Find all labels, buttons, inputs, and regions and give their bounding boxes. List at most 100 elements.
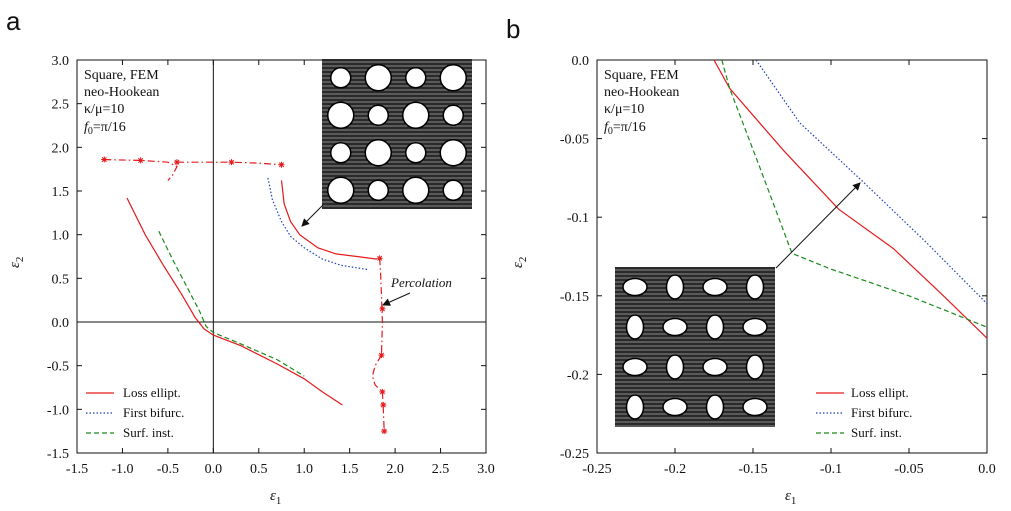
panel-a-ytick-label: 0.5	[52, 272, 70, 287]
panel-a-series-2-line	[158, 230, 305, 377]
panel-b-inset-image	[615, 267, 775, 427]
panel-a-ticks: -1.5 -1.0 -0.5 0.0 0.5 1.0 1.5 2.0 2.5 3.0 -1.5 -1.…	[47, 54, 495, 477]
panel-b-inset-arrow	[775, 182, 861, 269]
panel-b-xlabel: ε1	[785, 488, 796, 507]
panel-b-ticks: -0.25 -0.2 -0.15 -0.1 -0.05 0.0 -0.25 -0.2 -0.15…	[560, 54, 996, 477]
panel-b-series-2-line	[721, 60, 987, 328]
panel-b-xtick-label: -0.1	[820, 462, 842, 477]
inset-pore	[745, 354, 765, 380]
panel-a-star-marker	[376, 255, 383, 262]
panel-a-star-marker	[381, 428, 388, 435]
inset-pore	[330, 67, 352, 89]
panel-a-ytick-label: 1.0	[52, 229, 70, 244]
inset-pore	[442, 179, 464, 201]
panel-a-xtick-label: 1.0	[295, 462, 313, 477]
panel-a-xtick-label: 0.0	[205, 462, 223, 477]
panel-b-info-line-2: neo-Hookean	[604, 85, 679, 100]
panel-a-xtick-label: 0.5	[250, 462, 268, 477]
inset-pore	[705, 314, 725, 340]
inset-pore	[327, 176, 355, 204]
legend-a-surf-inst: Surf. inst.	[123, 425, 174, 440]
inset-pore	[625, 394, 645, 420]
panel-a-series-3-line	[379, 258, 384, 356]
panel-a-ytick-label: 2.0	[52, 141, 70, 156]
panel-b-info-line-3: κ/μ=10	[604, 102, 644, 117]
inset-pore	[625, 314, 645, 340]
panel-a-legend: Loss ellipt. First bifurc. Surf. inst.	[86, 385, 184, 440]
legend-b-surf-inst: Surf. inst.	[851, 425, 902, 440]
inset-pore	[439, 139, 467, 167]
panel-b-xtick-label: 0.0	[978, 462, 996, 477]
inset-pore	[327, 101, 355, 129]
panel-a-xtick-label: -1.0	[111, 462, 133, 477]
panel-b-legend: Loss ellipt. First bifurc. Surf. inst.	[816, 385, 912, 440]
panel-b-ytick-label: -0.25	[560, 447, 589, 462]
legend-a-first-bifurc: First bifurc.	[123, 405, 184, 420]
panel-a-star-marker	[137, 157, 144, 164]
inset-pore	[367, 179, 389, 201]
inset-pore	[402, 176, 430, 204]
inset-pore	[367, 104, 389, 126]
legend-b-loss-ellipt: Loss ellipt.	[851, 385, 909, 400]
inset-pore	[622, 357, 648, 377]
percolation-arrow	[382, 292, 411, 306]
panel-a-info-line-3: κ/μ=10	[84, 102, 124, 117]
panel-a-inset-arrow	[301, 204, 324, 227]
panel-b-frame	[596, 59, 988, 454]
panel-a-xtick-label: 1.5	[341, 462, 359, 477]
panel-a-xtick-label: -1.5	[66, 462, 88, 477]
inset-pore	[405, 67, 427, 89]
inset-pore	[705, 394, 725, 420]
panel-b-ytick-label: -0.1	[567, 211, 589, 226]
panel-a-star-marker	[380, 401, 387, 408]
panel-a-info-line-1: Square, FEM	[84, 68, 159, 83]
inset-pore	[742, 397, 768, 417]
panel-b-series-1-line	[755, 60, 987, 305]
inset-pore	[364, 64, 392, 92]
panel-a-info-line-2: neo-Hookean	[84, 85, 159, 100]
panel-a-inset-image	[322, 59, 472, 209]
panel-a-series-3-line	[381, 391, 385, 432]
inset-pore	[702, 357, 728, 377]
panel-a-star-marker	[228, 159, 235, 166]
inset-pore	[662, 317, 688, 337]
inset-pore	[442, 104, 464, 126]
percolation-annotation: Percolation	[390, 275, 452, 290]
panel-a-ytick-label: 3.0	[52, 54, 70, 69]
panel-a-series-0-line	[126, 197, 343, 406]
panel-b-ylabel: ε2	[510, 257, 529, 268]
panel-a-xtick-label: 3.0	[477, 462, 495, 477]
panel-a-ytick-label: -1.0	[47, 403, 69, 418]
panel-letter-a: a	[6, 6, 21, 36]
panel-b-series	[713, 60, 987, 339]
inset-pore	[702, 277, 728, 297]
legend-a-loss-ellipt: Loss ellipt.	[123, 385, 181, 400]
panel-b-xtick-label: -0.25	[582, 462, 611, 477]
panel-a-star-marker	[278, 161, 285, 168]
panel-b-info-line-4: f0=π/16	[604, 120, 646, 137]
panel-b-xtick-label: -0.05	[894, 462, 923, 477]
panel-a-series-3-line	[104, 159, 178, 181]
inset-pore	[364, 139, 392, 167]
panel-a-xtick-label: -0.5	[157, 462, 179, 477]
panel-a-star-marker	[101, 156, 108, 163]
inset-pore	[742, 317, 768, 337]
panel-a-frame	[76, 59, 487, 454]
panel-a-ytick-label: 0.0	[52, 316, 70, 331]
panel-b-series-0-line	[713, 60, 987, 339]
panel-a-star-marker	[173, 159, 180, 166]
panel-a-series-0-line	[280, 180, 377, 260]
panel-b-ytick-label: 0.0	[572, 54, 590, 69]
panel-a-star-marker	[379, 305, 386, 312]
panel-a-ytick-label: -0.5	[47, 360, 69, 375]
panel-a-ytick-label: 1.5	[52, 185, 70, 200]
inset-pore	[665, 354, 685, 380]
panel-a-series	[101, 156, 388, 435]
inset-pore	[662, 397, 688, 417]
panel-b-ytick-label: -0.05	[560, 133, 589, 148]
inset-pore	[402, 101, 430, 129]
inset-pore	[405, 142, 427, 164]
panel-a-xtick-label: 2.5	[432, 462, 450, 477]
panel-a-ylabel: ε2	[7, 257, 26, 268]
